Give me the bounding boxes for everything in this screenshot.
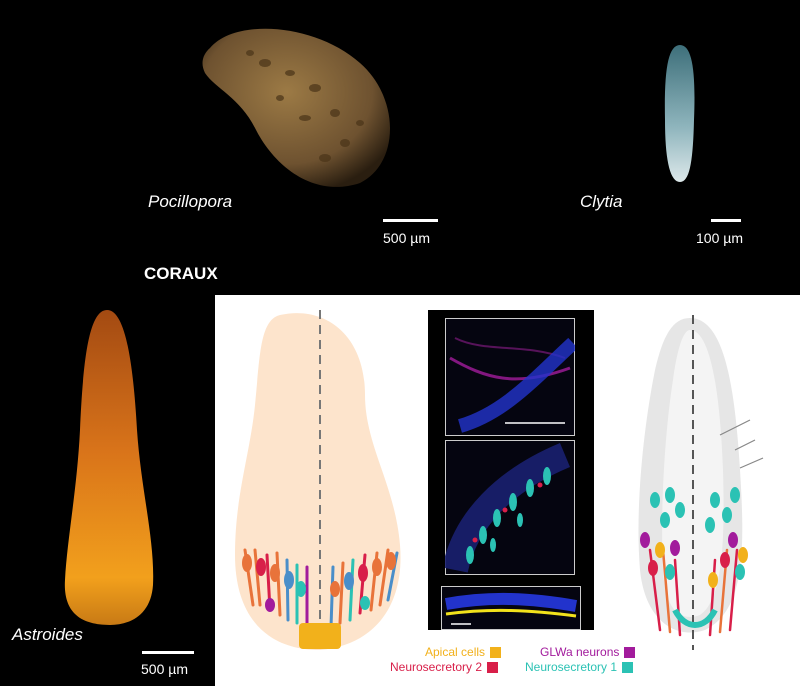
clytia-larva-image [664,45,695,182]
clytia-label: Clytia [580,192,623,211]
clytia-scale-label: 100 µm [696,230,743,246]
astroides-label: Astroides [12,625,83,644]
legend-glwa-neurons: GLWa neurons [540,645,636,659]
legend-neurosecretory-2-label: Neurosecretory 2 [390,660,483,674]
coral-larva-schematic [235,310,401,650]
legend-apical-cells: Apical cells [425,645,502,659]
legend-neurosecretory-2-swatch [487,661,499,673]
pocillopora-label: Pocillopora [148,192,233,211]
legend-apical-cells-label: Apical cells [425,645,486,659]
neurosecretory-stain-image [445,440,575,575]
legend-neurosecretory-1: Neurosecretory 1 [525,660,634,674]
apical-stain-image [441,586,581,630]
legend-glwa-neurons-swatch [624,646,636,658]
legend-apical-cells-swatch [490,646,502,658]
astroides-larva-image [64,310,154,625]
legend-neurosecretory-1-swatch [622,661,634,673]
legend-neurosecretory-2: Neurosecretory 2 [390,660,499,674]
astroides-scale-label: 500 µm [141,661,188,677]
astroides-scale-bar [142,651,194,654]
clytia-scale-bar [711,219,741,222]
pocillopora-scale-label: 500 µm [383,230,430,246]
pocillopora-scale-bar [383,219,438,222]
pocillopora-larva-image [202,28,390,187]
coraux-heading: CORAUX [144,264,218,283]
legend-neurosecretory-1-label: Neurosecretory 1 [525,660,618,674]
glwa-stain-image [445,318,575,436]
clytia-larva-schematic [638,315,764,650]
legend-glwa-neurons-label: GLWa neurons [540,645,620,659]
